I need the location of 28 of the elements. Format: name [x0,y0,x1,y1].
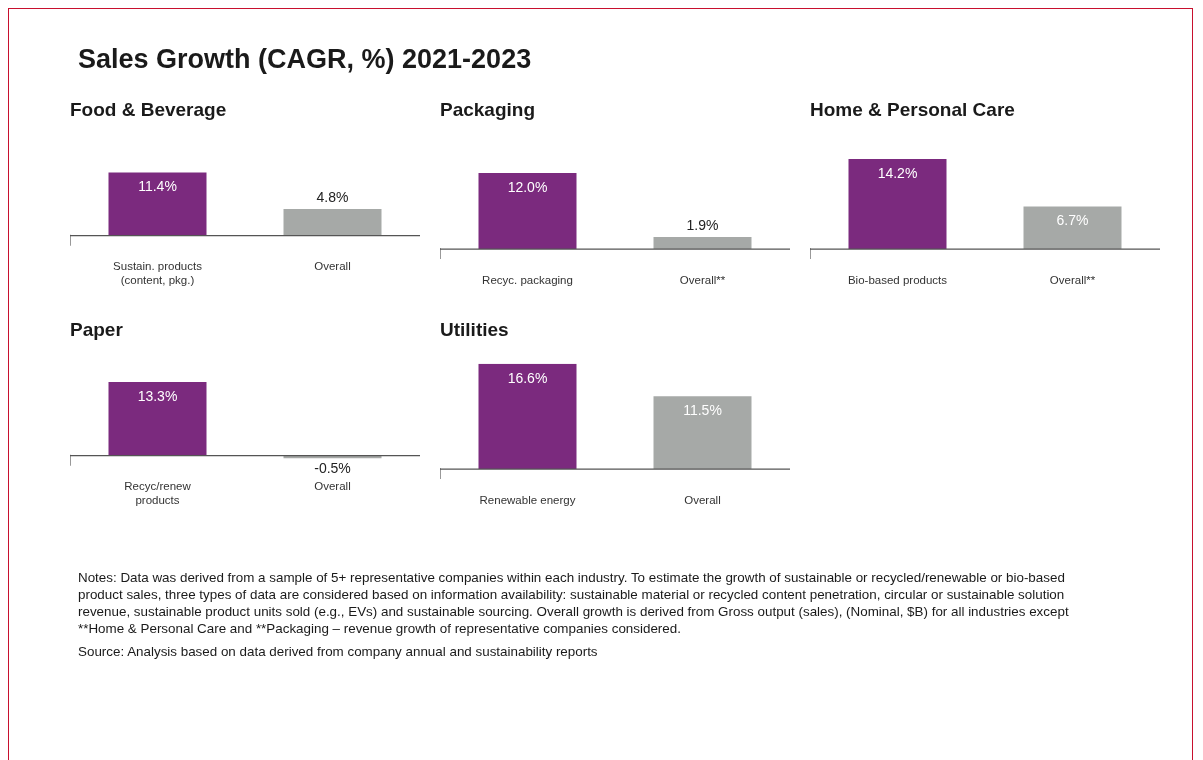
x-tick-label: Bio-based products [847,274,948,287]
source-note: Source: Analysis based on data derived from company annual and sustainability reports [78,643,599,660]
data-label: 11.5% [683,401,722,418]
x-tick-label: Renewable energy [479,494,576,507]
x-tick-label: Overall** [679,274,726,287]
data-label: 1.9% [686,216,719,233]
chart-title: Food & Beverage [70,98,227,120]
x-tick-label: Sustain. products (content, pkg.) [113,260,203,287]
x-tick-label: Overall** [1049,274,1096,287]
chart-title: Paper [70,318,124,340]
data-label: 11.4% [138,178,177,195]
chart-title: Home & Personal Care [810,98,1015,120]
data-label: 6.7% [1056,212,1089,229]
x-tick-label: Recyc. packaging [482,274,573,287]
data-label: 12.0% [507,178,548,195]
x-tick-label: Recyc/renew products [124,480,192,507]
x-tick-label: Overall [314,260,351,273]
chart-title: Utilities [440,318,509,340]
x-tick-label: Overall [684,494,721,507]
chart-title: Packaging [440,98,536,120]
x-tick-label: Overall [314,480,351,493]
data-label: 13.3% [137,387,178,404]
data-label: 4.8% [316,188,349,205]
text: Notes: Data was derived from a sample of 5+ representative companies within each industry. To estimate the growth of sustainable or recycled/renewable or bio-based product sales, three types of data are considered based on information availability: sustainable material or recycled content penetration, circular or sustainable solution revenue, sustainable product units sold (e.g., EVs) and sustainable sourcing. Overall growth is derived from Gross output (sales), (Nominal, $B) for all industries except **Home & Personal Care and **Packaging – revenue growth of representative companies considered. [78,569,1070,637]
data-label: 16.6% [507,369,548,386]
text: Sales Growth (CAGR, %) 2021-2023 [78,44,533,75]
data-label: 14.2% [877,164,918,181]
data-label: -0.5% [314,460,351,477]
